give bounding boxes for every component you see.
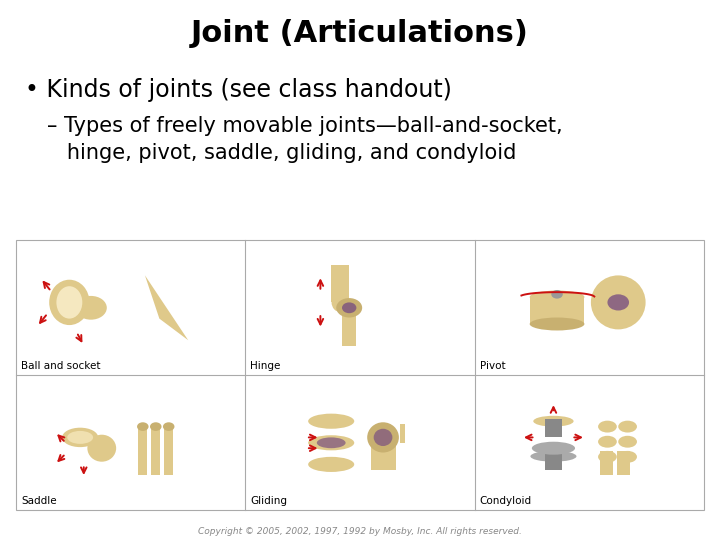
Text: Saddle: Saddle <box>21 496 56 506</box>
Ellipse shape <box>618 421 637 433</box>
Text: hinge, pivot, saddle, gliding, and condyloid: hinge, pivot, saddle, gliding, and condy… <box>47 143 516 163</box>
Text: Hinge: Hinge <box>251 361 281 371</box>
Ellipse shape <box>317 437 346 448</box>
Bar <box>545 418 562 437</box>
Ellipse shape <box>342 302 356 313</box>
Ellipse shape <box>618 436 637 448</box>
Ellipse shape <box>308 457 354 472</box>
Text: Ball and socket: Ball and socket <box>21 361 100 371</box>
Ellipse shape <box>598 421 617 433</box>
Ellipse shape <box>163 422 174 431</box>
Ellipse shape <box>530 318 585 330</box>
Ellipse shape <box>308 414 354 429</box>
Ellipse shape <box>531 451 577 462</box>
Ellipse shape <box>150 422 161 431</box>
Ellipse shape <box>534 416 574 427</box>
Ellipse shape <box>552 290 563 299</box>
Bar <box>16 240 704 510</box>
Ellipse shape <box>87 435 116 462</box>
Text: Gliding: Gliding <box>251 496 287 506</box>
Ellipse shape <box>530 291 585 303</box>
Bar <box>617 451 630 475</box>
Bar <box>163 427 173 475</box>
Text: – Types of freely movable joints—ball-and-socket,: – Types of freely movable joints—ball-an… <box>47 116 562 136</box>
Bar <box>138 427 147 475</box>
Bar <box>545 454 562 470</box>
Ellipse shape <box>49 280 89 325</box>
Text: Joint (Articulations): Joint (Articulations) <box>191 19 529 48</box>
Ellipse shape <box>62 428 98 447</box>
Polygon shape <box>145 275 188 340</box>
Text: Copyright © 2005, 2002, 1997, 1992 by Mosby, Inc. All rights reserved.: Copyright © 2005, 2002, 1997, 1992 by Mo… <box>198 526 522 536</box>
Ellipse shape <box>75 296 107 320</box>
Ellipse shape <box>598 451 617 463</box>
Ellipse shape <box>331 293 350 312</box>
Ellipse shape <box>608 294 629 310</box>
Bar <box>400 424 405 443</box>
Ellipse shape <box>137 422 148 431</box>
Ellipse shape <box>598 436 617 448</box>
Ellipse shape <box>367 422 399 453</box>
Text: Condyloid: Condyloid <box>480 496 532 506</box>
Bar <box>342 308 356 346</box>
Ellipse shape <box>56 286 82 319</box>
Ellipse shape <box>67 431 93 444</box>
Ellipse shape <box>618 451 637 463</box>
Bar <box>530 297 585 324</box>
Ellipse shape <box>591 275 646 329</box>
Bar <box>600 451 613 475</box>
Ellipse shape <box>532 442 575 455</box>
Ellipse shape <box>308 435 354 450</box>
Ellipse shape <box>336 298 362 318</box>
Bar <box>371 435 396 470</box>
Bar <box>150 427 160 475</box>
Ellipse shape <box>374 429 392 446</box>
Bar <box>331 265 349 302</box>
Text: • Kinds of joints (see class handout): • Kinds of joints (see class handout) <box>25 78 452 102</box>
Text: Pivot: Pivot <box>480 361 505 371</box>
